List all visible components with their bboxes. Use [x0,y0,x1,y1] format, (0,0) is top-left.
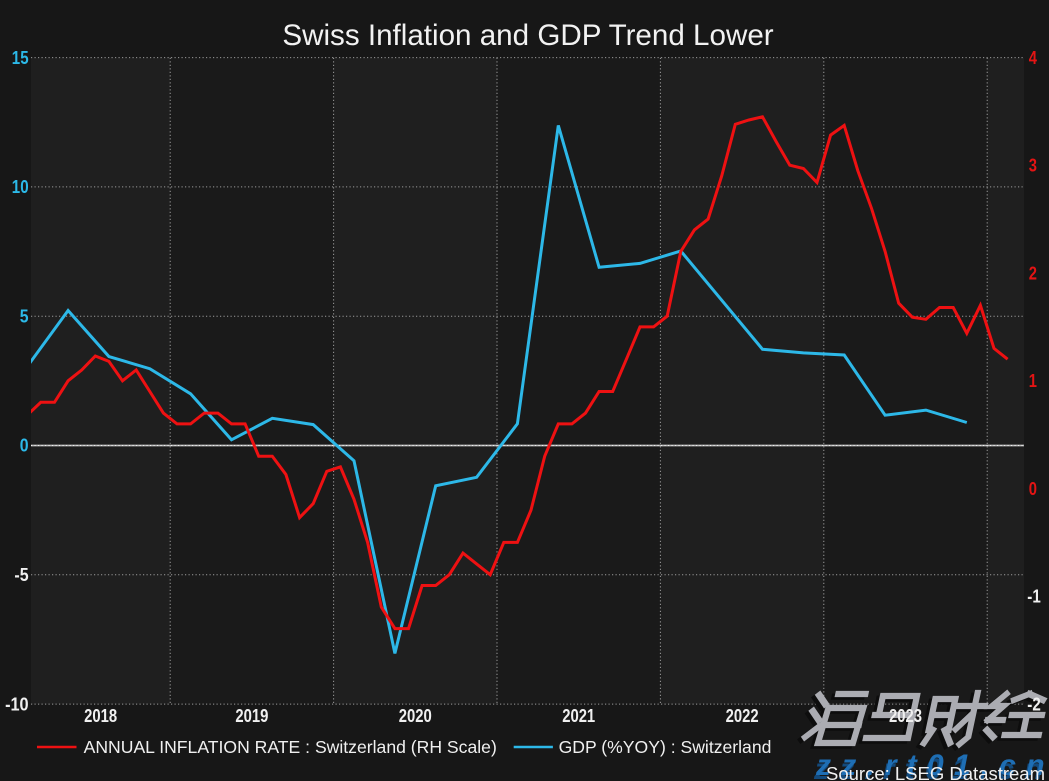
svg-text:2019: 2019 [235,706,268,726]
svg-text:zz.rt01.cn: zz.rt01.cn [815,749,1049,781]
svg-text:GDP (%YOY) : Switzerland: GDP (%YOY) : Switzerland [559,737,772,757]
svg-text:15: 15 [12,48,29,68]
svg-text:2021: 2021 [562,706,595,726]
svg-text:2020: 2020 [399,706,432,726]
svg-text:2022: 2022 [726,706,759,726]
svg-text:2: 2 [1029,264,1037,284]
svg-text:Swiss Inflation and GDP Trend: Swiss Inflation and GDP Trend Lower [282,19,773,52]
svg-text:2018: 2018 [84,706,117,726]
svg-text:zz.rt01.cn: zz.rt01.cn [813,753,1049,781]
svg-text:2023: 2023 [889,706,922,726]
svg-text:0: 0 [1029,479,1037,499]
svg-text:5: 5 [20,306,29,326]
svg-text:-2: -2 [1027,694,1041,714]
svg-text:10: 10 [12,177,29,197]
svg-text:4: 4 [1029,48,1037,68]
svg-text:0: 0 [20,436,29,456]
svg-text:1: 1 [1029,371,1037,391]
svg-text:-5: -5 [14,565,28,585]
svg-text:Source: LSEG Datastream: Source: LSEG Datastream [826,763,1045,781]
svg-text:3: 3 [1029,156,1037,176]
svg-text:-10: -10 [5,694,29,714]
svg-text:ANNUAL INFLATION RATE : Switze: ANNUAL INFLATION RATE : Switzerland (RH … [84,737,497,757]
svg-text:-1: -1 [1027,587,1041,607]
